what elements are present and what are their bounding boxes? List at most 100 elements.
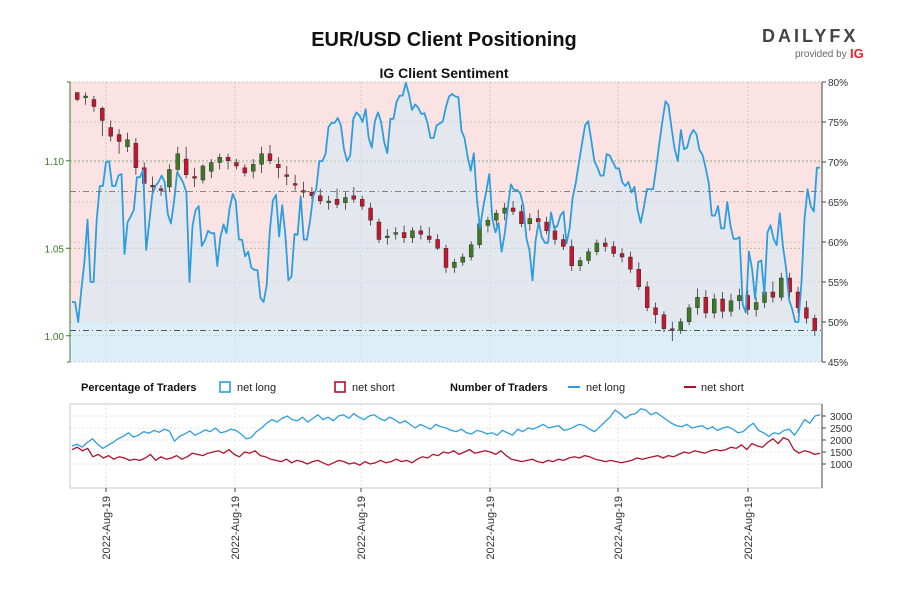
candle [804,300,809,324]
right-tick-label: 75% [828,118,848,129]
candle [192,167,197,187]
candle [619,248,625,263]
candle-body [485,220,491,226]
candle-body [183,158,189,175]
candle-body [318,195,323,202]
candle-body [636,269,641,287]
candle-body [200,165,206,181]
candle [158,185,164,196]
candle-body [393,232,398,235]
candle [544,216,549,235]
candle [74,92,80,102]
candle [108,120,113,142]
candle-body [108,127,113,137]
candle [661,311,667,333]
candle [460,253,465,266]
candle [561,234,566,250]
candle [703,290,709,319]
candle-body [552,230,558,240]
candle [385,229,390,245]
candle-body [804,307,809,319]
candle-body [267,153,273,161]
candle-body [217,157,222,163]
candle [695,288,700,315]
logo-ig-text: IG [850,46,864,61]
candle-body [661,314,667,329]
candle-body [116,134,122,142]
candle [686,304,692,326]
candle-body [276,164,281,168]
candle [569,239,574,271]
candle-body [158,188,164,191]
candle-body [359,199,365,207]
candle [510,201,516,215]
candle [234,159,239,170]
candle-body [259,153,264,165]
candle [267,145,273,165]
right-tick-label: 70% [828,158,848,169]
candle-body [326,200,331,203]
candle-body [753,302,759,310]
candle [728,293,734,317]
candle [200,164,206,184]
candle-body [334,199,340,205]
candle-body [779,277,784,298]
candle [125,132,130,152]
candle [628,251,633,273]
candle [100,106,105,137]
candle [418,225,424,240]
candle [393,227,398,240]
candle-body [510,207,516,212]
candle-body [611,246,616,254]
candle [435,234,440,250]
candle [217,153,222,170]
candle-body [494,213,499,221]
logo-text: DAILYFX [762,26,858,46]
candle [603,237,608,252]
candle-body [175,153,180,170]
left-tick-label: 1.10 [45,157,65,168]
right-tick-label: 60% [828,238,848,249]
candle [368,202,373,226]
candle [468,241,474,261]
candle [720,292,725,319]
candle [770,281,776,303]
left-tick-label: 1.00 [45,332,65,343]
candle [644,281,650,312]
candle [183,146,189,179]
price-candles [74,92,818,341]
candle-body [83,95,88,98]
candle-body [284,174,289,177]
legend-net-long-num: net long [586,382,625,394]
candle [209,159,214,179]
traders-tick-label: 3000 [830,412,853,423]
candle [167,164,172,193]
candle-body [74,92,80,100]
candle-body [544,221,549,231]
candle-body [519,211,524,224]
candle [519,204,524,228]
candle [636,262,641,291]
traders-tick-label: 2000 [830,436,853,447]
candle-body [209,162,214,172]
candle [175,146,180,173]
traders-chart-grid [70,404,822,488]
x-tick-label: 2022-Aug-19 [356,496,368,560]
candle-body [703,297,709,314]
candle [91,96,97,112]
candle [276,157,281,179]
candle-body [603,242,608,247]
candle-body [619,253,625,258]
candle-body [427,235,432,240]
candle [225,153,231,170]
candle [712,293,717,319]
candle-body [460,256,465,263]
chart-title: EUR/USD Client Positioning [311,29,577,51]
candle [351,187,356,203]
candle [401,225,407,243]
net-short-count-line [71,436,821,466]
x-tick-label: 2022-Aug-19 [613,496,625,560]
candle-body [234,162,239,167]
candle-body [435,239,440,249]
